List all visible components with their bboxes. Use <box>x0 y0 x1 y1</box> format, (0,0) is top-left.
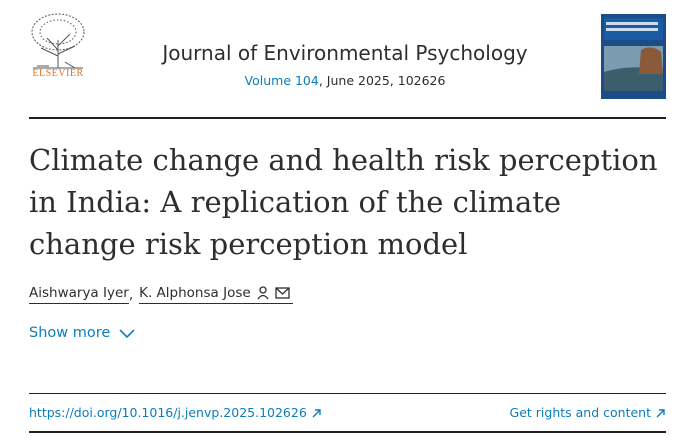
article-title: Climate change and health risk perceptio… <box>29 143 658 261</box>
author-entry[interactable]: K. Alphonsa Jose <box>139 285 293 304</box>
author-separator: , <box>128 286 134 303</box>
header-rule <box>29 117 666 119</box>
journal-title[interactable]: Journal of Environmental Psychology <box>162 41 528 65</box>
chevron-icon <box>119 329 135 339</box>
doi-text[interactable]: https://doi.org/10.1016/j.jenvp.2025.102… <box>29 405 307 420</box>
links-rule <box>29 393 666 394</box>
volume-link[interactable]: Volume 104 <box>244 73 319 88</box>
rights-text[interactable]: Get rights and content <box>509 405 651 420</box>
doi-link[interactable]: https://doi.org/10.1016/j.jenvp.2025.102… <box>29 405 323 420</box>
issue-line: Volume 104, June 2025, 102626 <box>0 73 680 88</box>
author-icons <box>257 286 290 300</box>
external-icon <box>656 408 665 417</box>
publisher-name: ELSEVIER <box>32 68 83 79</box>
author-list: Aishwarya Iyer , K. Alphonsa Jose <box>29 285 293 304</box>
show-more[interactable]: Show more <box>29 325 136 341</box>
show-more-label[interactable]: Show more <box>29 325 111 341</box>
rights-link[interactable]: Get rights and content <box>510 405 667 420</box>
footer-rule <box>29 431 666 433</box>
issue-info: , June 2025, 102626 <box>318 73 446 88</box>
journal-cover[interactable] <box>601 14 666 99</box>
publisher-logo: ELSEVIER <box>31 13 85 79</box>
author-name[interactable]: K. Alphonsa Jose <box>139 285 251 301</box>
author-name[interactable]: Aishwarya Iyer <box>29 285 129 304</box>
external-icon <box>312 408 321 417</box>
